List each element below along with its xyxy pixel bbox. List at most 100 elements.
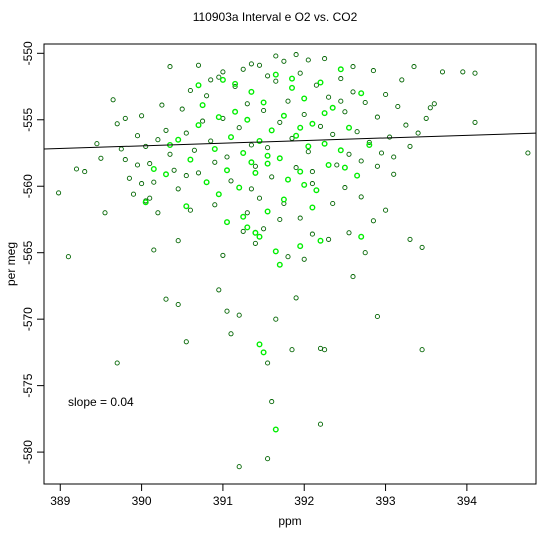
data-point-s0-14 xyxy=(143,143,149,149)
data-point-s0-35 xyxy=(228,178,234,184)
x-tick-label-1: 390 xyxy=(132,494,152,508)
data-point-s1-26 xyxy=(289,84,296,91)
data-point-s1-46 xyxy=(252,229,259,236)
y-tick-label-5: -575 xyxy=(21,373,35,397)
x-tick-label-2: 391 xyxy=(213,494,233,508)
data-point-s0-60 xyxy=(330,131,336,137)
data-point-s1-33 xyxy=(317,79,324,86)
data-point-s0-156 xyxy=(370,218,376,224)
data-point-s0-61 xyxy=(334,162,340,168)
data-point-s0-76 xyxy=(395,103,401,110)
data-point-s0-71 xyxy=(374,114,380,120)
data-point-s0-37 xyxy=(236,125,242,131)
data-point-s1-40 xyxy=(358,90,365,97)
data-point-s0-45 xyxy=(269,174,275,180)
data-point-s1-56 xyxy=(272,426,279,433)
data-point-s1-63 xyxy=(195,82,202,89)
data-point-s0-78 xyxy=(403,122,409,128)
data-point-s1-13 xyxy=(236,184,243,191)
data-point-s1-70 xyxy=(297,124,304,131)
data-point-s0-47 xyxy=(277,119,283,125)
data-point-s0-75 xyxy=(391,171,397,177)
data-point-s0-102 xyxy=(289,347,295,353)
data-point-s0-12 xyxy=(134,133,141,139)
data-point-s1-43 xyxy=(223,219,230,226)
data-point-s0-24 xyxy=(183,130,189,136)
data-point-s0-144 xyxy=(411,64,417,70)
data-point-s0-73 xyxy=(383,91,389,98)
data-point-s0-132 xyxy=(147,195,153,201)
data-point-s0-107 xyxy=(265,456,271,462)
data-point-s0-119 xyxy=(407,236,413,242)
data-point-s0-48 xyxy=(281,58,287,64)
data-point-s1-15 xyxy=(244,116,251,123)
data-point-s0-41 xyxy=(252,163,258,169)
data-point-s1-19 xyxy=(260,99,267,106)
data-point-s0-131 xyxy=(155,210,161,216)
data-point-s0-127 xyxy=(330,200,336,207)
data-point-s1-39 xyxy=(354,172,361,179)
data-point-s0-56 xyxy=(313,82,319,88)
data-point-s1-66 xyxy=(264,152,271,159)
data-point-s1-28 xyxy=(297,168,304,175)
data-point-s0-20 xyxy=(167,151,173,157)
data-point-s1-11 xyxy=(227,134,234,141)
data-point-s0-126 xyxy=(297,215,303,221)
data-point-s0-121 xyxy=(419,347,425,353)
data-point-s1-24 xyxy=(280,112,287,119)
data-point-s0-158 xyxy=(309,169,315,175)
data-point-s0-134 xyxy=(248,186,254,192)
data-point-s1-8 xyxy=(211,145,218,152)
data-point-s0-101 xyxy=(273,316,279,322)
data-point-s0-31 xyxy=(212,159,218,165)
data-point-s1-31 xyxy=(309,120,316,127)
data-point-s0-122 xyxy=(326,236,332,242)
data-point-s0-153 xyxy=(134,162,141,168)
y-tick-label-0: -550 xyxy=(21,41,35,65)
data-point-s0-0 xyxy=(56,190,62,196)
data-point-s0-108 xyxy=(236,464,242,470)
data-point-s0-140 xyxy=(273,53,279,59)
data-point-s0-80 xyxy=(415,130,421,136)
data-point-s0-22 xyxy=(175,186,181,192)
data-point-s0-88 xyxy=(175,238,181,244)
data-point-s0-72 xyxy=(378,150,385,156)
data-point-s1-38 xyxy=(346,124,353,131)
data-point-s1-60 xyxy=(232,80,239,87)
data-point-s1-25 xyxy=(285,176,292,183)
data-point-s0-57 xyxy=(317,123,324,129)
data-point-s0-43 xyxy=(261,107,267,114)
data-point-s0-17 xyxy=(155,137,161,143)
data-point-s0-15 xyxy=(147,161,153,167)
scatter-points xyxy=(56,52,531,470)
data-point-s1-50 xyxy=(276,261,283,268)
data-point-s0-44 xyxy=(265,145,271,151)
data-point-s0-95 xyxy=(216,287,222,293)
data-point-s1-59 xyxy=(215,114,222,121)
data-point-s1-68 xyxy=(248,159,255,166)
data-point-s0-6 xyxy=(110,97,116,103)
data-point-s1-10 xyxy=(223,167,230,174)
data-point-s1-62 xyxy=(337,66,344,73)
data-point-s0-26 xyxy=(191,147,197,153)
data-point-s0-145 xyxy=(220,69,226,75)
data-point-s0-154 xyxy=(183,173,189,179)
data-point-s0-135 xyxy=(139,181,145,187)
data-point-s1-27 xyxy=(293,132,300,139)
data-point-s0-11 xyxy=(130,191,137,197)
data-point-s1-41 xyxy=(366,141,373,148)
data-point-s1-58 xyxy=(309,204,316,211)
data-point-s0-59 xyxy=(326,94,332,100)
data-point-s1-18 xyxy=(256,137,263,144)
data-point-s0-28 xyxy=(200,118,206,124)
data-point-s1-53 xyxy=(358,233,365,240)
y-tick-label-6: -580 xyxy=(21,440,35,464)
data-point-s0-123 xyxy=(277,216,283,223)
data-point-s0-4 xyxy=(98,155,104,161)
data-point-s0-109 xyxy=(301,256,307,262)
data-point-s0-97 xyxy=(228,331,234,337)
data-point-s0-5 xyxy=(102,210,108,216)
data-point-s1-55 xyxy=(260,349,267,356)
data-point-s0-2 xyxy=(82,169,88,175)
